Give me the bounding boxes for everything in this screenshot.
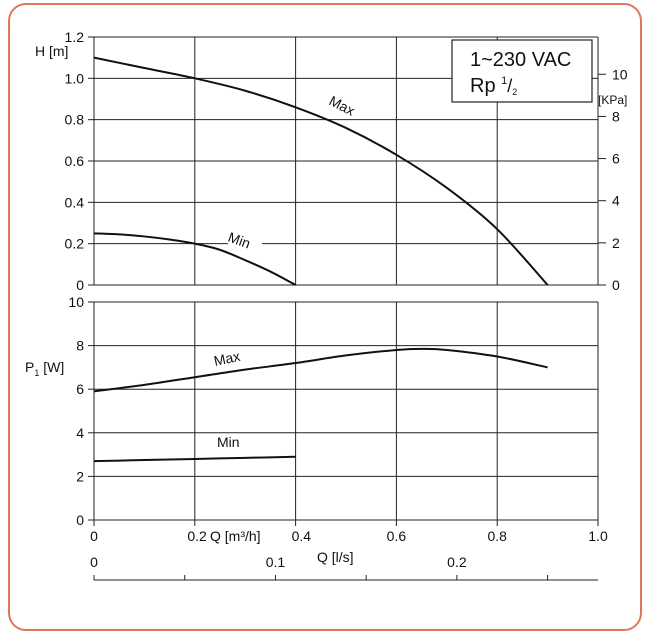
head-y-tick-label: 0.4: [65, 194, 85, 210]
pressure-y-axis-label: [KPa]: [598, 93, 627, 107]
head-max-curve: [93, 56, 549, 286]
info-thread-slash: /: [507, 76, 512, 96]
head-y-tick-label: 0: [76, 277, 84, 293]
flow-m3h-tick-label: 0.6: [387, 528, 407, 544]
flow-ls-tick-label: 0: [90, 554, 98, 570]
power-y-axis-unit: [W]: [39, 359, 64, 375]
power-min-label: Min: [217, 434, 240, 450]
grid-lines: [88, 36, 606, 581]
power-y-tick-label: 4: [76, 425, 84, 441]
chart-frame: [8, 3, 642, 631]
power-y-tick-label: 0: [76, 512, 84, 528]
power-y-axis-subscript: 1: [34, 368, 39, 378]
pressure-y-tick-label: 0: [612, 277, 620, 293]
info-thread: Rp 1/2: [470, 75, 517, 97]
head-y-tick-label: 1.0: [65, 70, 85, 86]
head-min-label: Min: [226, 229, 253, 252]
flow-m3h-tick-label: 1.0: [588, 528, 608, 544]
power-y-axis-label: P1 [W]: [25, 359, 64, 378]
head-y-tick-label: 0.2: [65, 236, 85, 252]
flow-m3h-axis-label: Q [m³/h]: [210, 528, 261, 544]
flow-ls-tick-label: 0.1: [266, 554, 286, 570]
head-y-axis-label: H [m]: [35, 43, 68, 59]
power-max-label: Max: [212, 348, 241, 369]
power-y-tick-label: 6: [76, 381, 84, 397]
flow-m3h-tick-label: 0.2: [187, 528, 207, 544]
info-box: 1~230 VAC Rp 1/2: [451, 39, 593, 103]
pressure-y-tick-label: 2: [612, 235, 620, 251]
flow-m3h-tick-label: 0: [90, 528, 98, 544]
power-max-curve: [93, 347, 548, 393]
power-y-tick-label: 2: [76, 468, 84, 484]
power-y-tick-label: 10: [68, 294, 84, 310]
flow-m3h-tick-label: 0.4: [292, 528, 312, 544]
power-y-tick-label: 8: [76, 338, 84, 354]
label-gap: [228, 236, 262, 250]
head-y-tick-label: 0.8: [65, 112, 85, 128]
head-y-tick-label: 1.2: [65, 29, 85, 45]
pressure-y-tick-label: 4: [612, 193, 620, 209]
series-curves: [93, 56, 549, 463]
head-y-tick-label: 0.6: [65, 153, 85, 169]
flow-m3h-tick-label: 0.8: [487, 528, 507, 544]
flow-ls-tick-label: 0.2: [447, 554, 467, 570]
info-thread-denominator: 2: [512, 87, 517, 97]
head-min-curve: [93, 232, 297, 286]
power-min-curve: [93, 455, 296, 463]
pressure-y-tick-label: 6: [612, 151, 620, 167]
flow-ls-axis-label: Q [l/s]: [317, 549, 354, 565]
pressure-y-tick-label: 8: [612, 108, 620, 124]
info-voltage: 1~230 VAC: [470, 49, 571, 71]
pressure-y-tick-label: 10: [612, 66, 628, 82]
info-thread-numerator: 1: [501, 75, 507, 87]
label-gap: [330, 100, 370, 116]
